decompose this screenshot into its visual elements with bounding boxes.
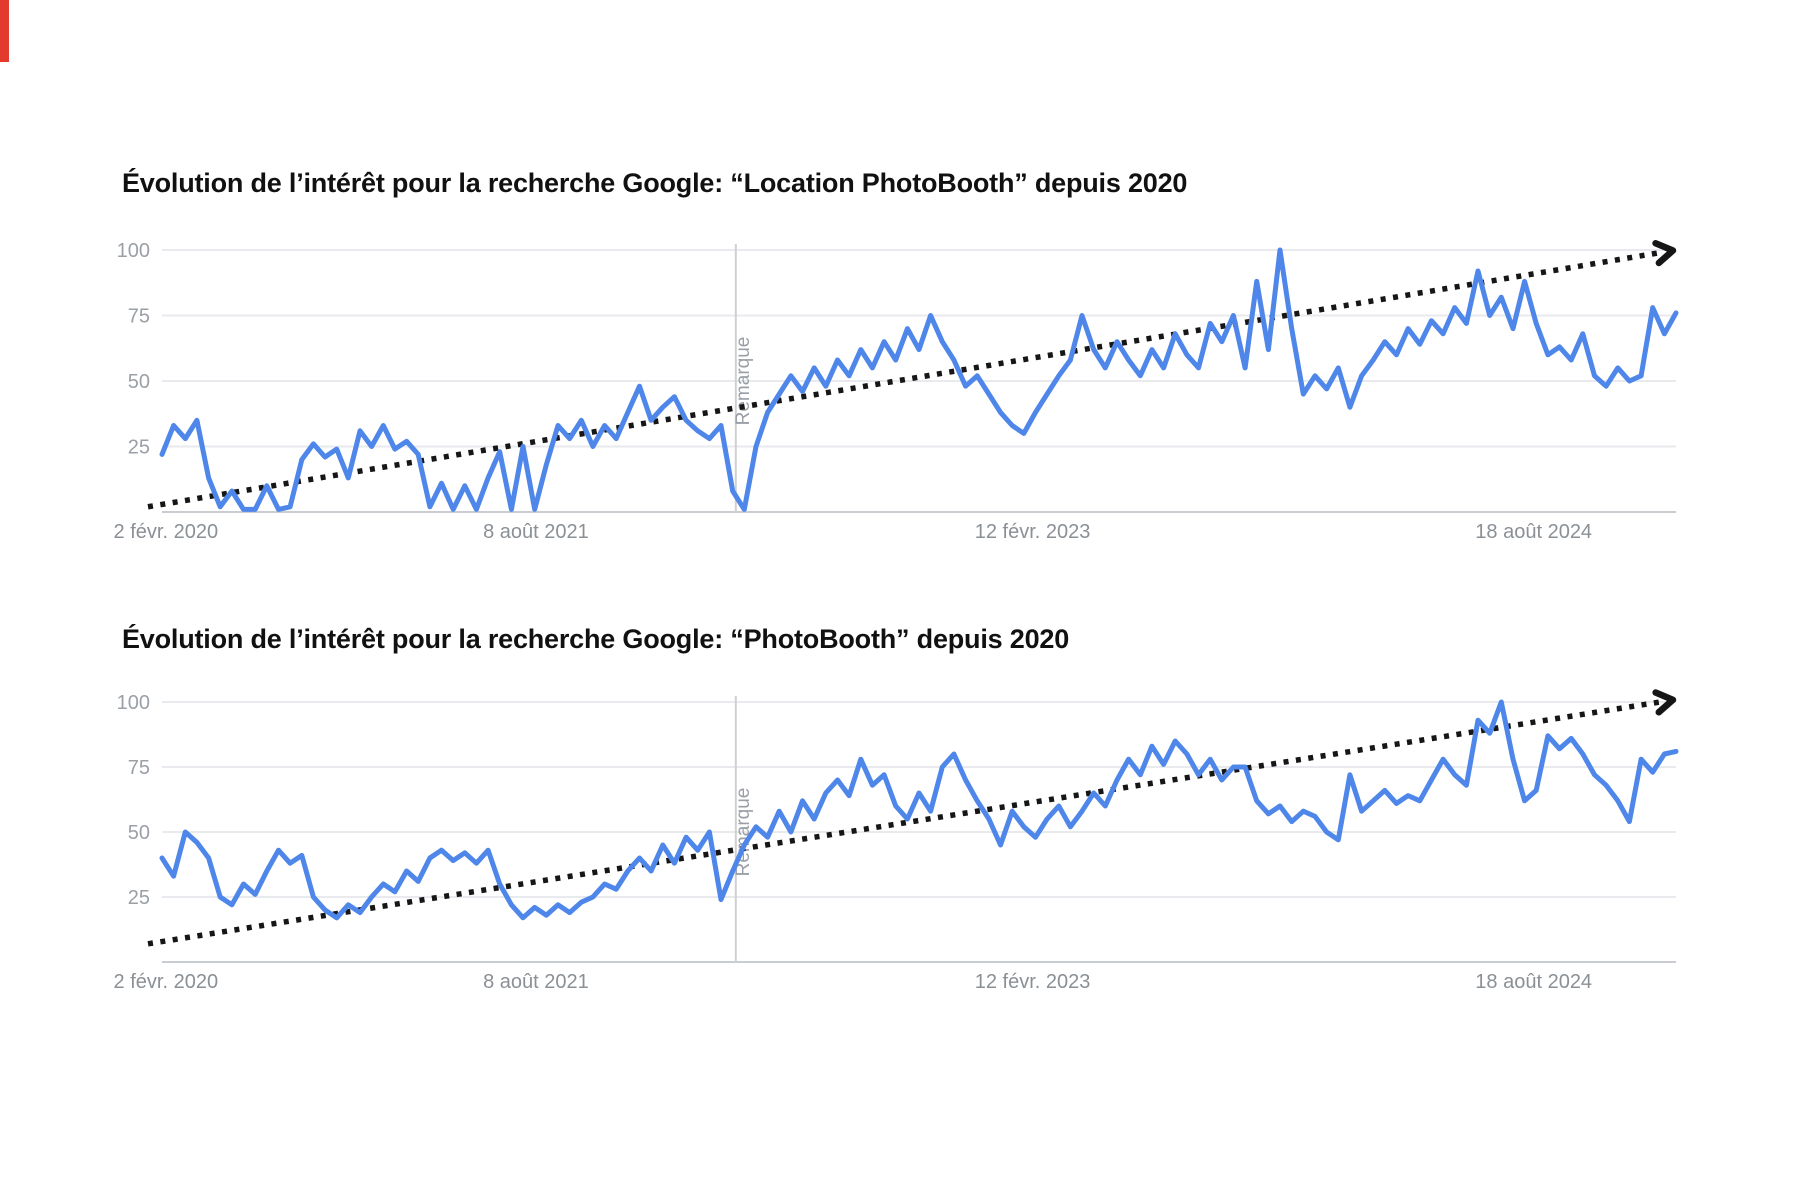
y-tick-label: 75 <box>128 757 150 779</box>
y-tick-label: 25 <box>128 437 150 459</box>
trend-arrowhead <box>1652 689 1677 716</box>
trend-arrowhead <box>1652 239 1677 267</box>
x-tick-label: 2 févr. 2020 <box>114 971 219 993</box>
x-tick-label: 18 août 2024 <box>1475 521 1592 543</box>
y-tick-label: 100 <box>117 692 150 714</box>
trend-line <box>147 249 1661 510</box>
y-tick-label: 75 <box>128 306 150 328</box>
x-tick-label: 18 août 2024 <box>1475 971 1592 993</box>
y-tick-label: 25 <box>128 887 150 909</box>
annotation-label: Remarque <box>733 337 754 426</box>
y-tick-label: 50 <box>128 371 150 393</box>
annotation-label: Remarque <box>733 788 754 877</box>
x-tick-label: 8 août 2021 <box>483 971 589 993</box>
trend-line <box>147 699 1661 947</box>
chart-title-photobooth: Évolution de l’intérêt pour la recherche… <box>122 624 1070 654</box>
screen-edge-artifact <box>0 0 9 62</box>
series-line <box>159 699 1679 921</box>
series-line <box>159 247 1679 512</box>
x-tick-label: 2 févr. 2020 <box>114 521 219 543</box>
x-tick-label: 12 févr. 2023 <box>975 521 1091 543</box>
x-tick-label: 12 févr. 2023 <box>975 971 1091 993</box>
y-tick-label: 100 <box>117 240 150 262</box>
chart-title-location-photobooth: Évolution de l’intérêt pour la recherche… <box>122 168 1188 198</box>
y-tick-label: 50 <box>128 822 150 844</box>
x-tick-label: 8 août 2021 <box>483 521 589 543</box>
